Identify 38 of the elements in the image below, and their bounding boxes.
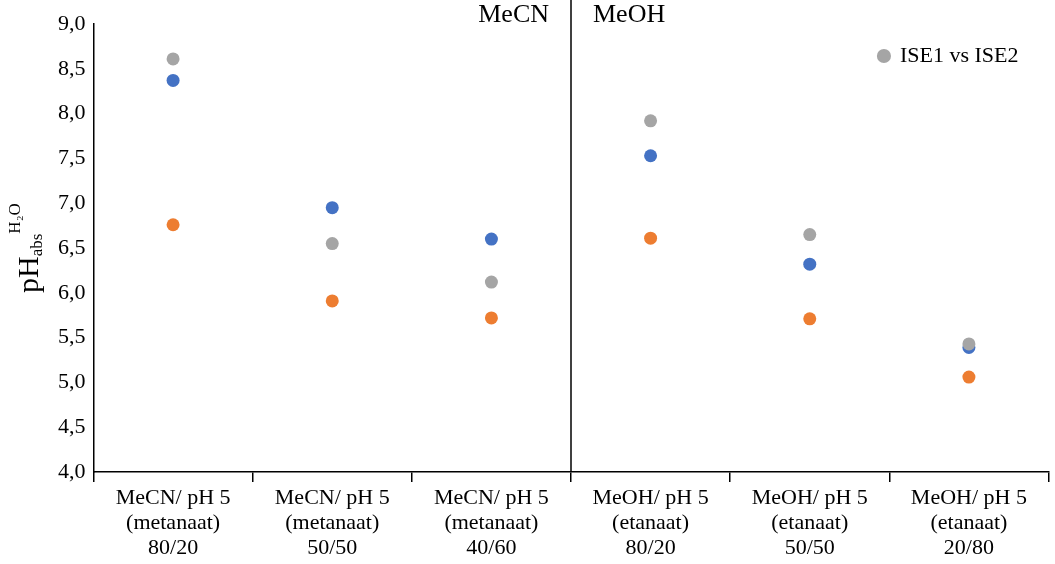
- annotation: MeCN: [478, 0, 550, 28]
- x-tick-label: MeOH/ pH 5 (etanaat) 80/20: [592, 483, 709, 560]
- point: [644, 231, 658, 245]
- annotation: MeOH: [593, 0, 666, 28]
- point: [166, 52, 180, 66]
- point: [325, 294, 339, 308]
- y-tick-label: 7,0: [58, 189, 86, 215]
- point: [484, 232, 498, 246]
- y-tick-label: 8,5: [58, 54, 86, 80]
- point: [644, 149, 658, 163]
- y-tick-label: 5,0: [58, 368, 86, 394]
- point: [325, 201, 339, 215]
- x-tick-label: MeCN/ pH 5 (metanaat) 50/50: [274, 483, 390, 560]
- y-axis-title: pHabsH₂O: [5, 203, 47, 293]
- y-tick-label: 6,0: [58, 278, 86, 304]
- y-tick-label: 5,5: [58, 323, 86, 349]
- x-tick-label: MeCN/ pH 5 (metanaat) 80/20: [115, 483, 231, 560]
- point: [962, 337, 976, 351]
- y-tick-label: 4,5: [58, 413, 86, 439]
- point: [166, 73, 180, 87]
- x-tick-label: MeCN/ pH 5 (metanaat) 40/60: [433, 483, 549, 560]
- point: [803, 312, 817, 326]
- y-tick-label: 7,5: [58, 144, 86, 170]
- point: [484, 311, 498, 325]
- point: [325, 237, 339, 251]
- point: [484, 275, 498, 289]
- point: [962, 370, 976, 384]
- y-tick-label: 8,0: [58, 99, 86, 125]
- point: [803, 228, 817, 242]
- y-tick-label: 4,0: [58, 457, 86, 483]
- point: [644, 114, 658, 128]
- point: [166, 218, 180, 232]
- legend-label: ISE1 vs ISE2: [899, 41, 1019, 67]
- x-tick-label: MeOH/ pH 5 (etanaat) 20/80: [910, 483, 1027, 560]
- y-tick-label: 9,0: [58, 9, 86, 35]
- point: [803, 257, 817, 271]
- x-tick-label: MeOH/ pH 5 (etanaat) 50/50: [751, 483, 868, 560]
- y-tick-label: 6,5: [58, 233, 86, 259]
